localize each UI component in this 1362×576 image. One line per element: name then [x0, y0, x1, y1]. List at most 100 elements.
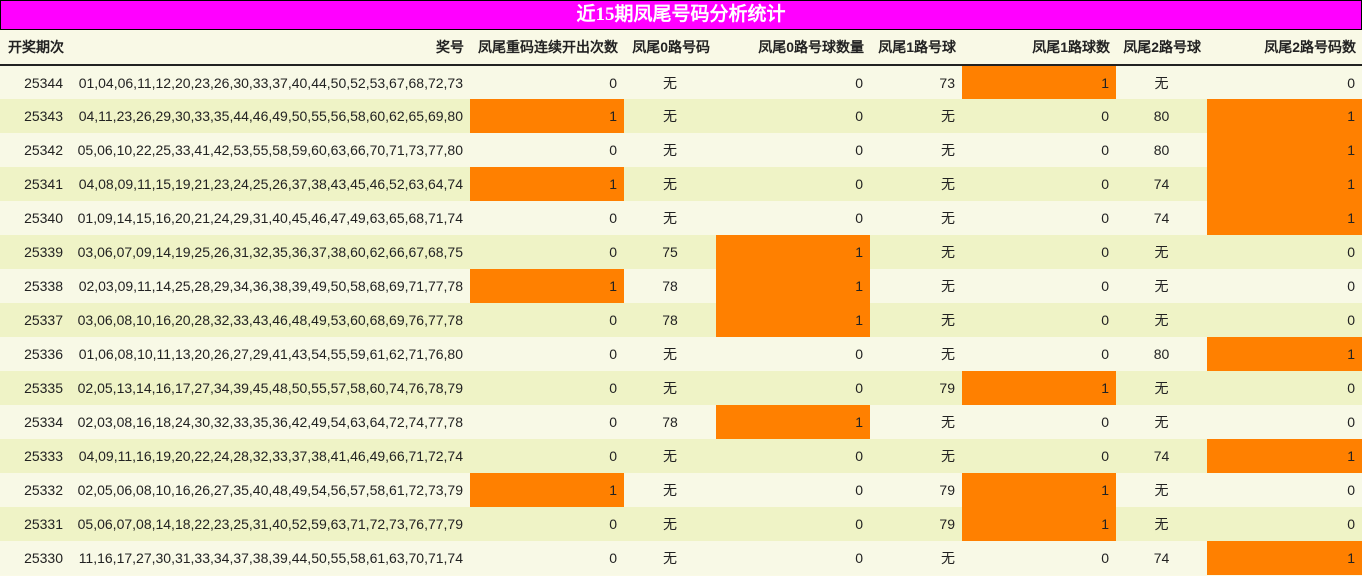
cell-numbers: 02,03,08,16,18,24,30,32,33,35,36,42,49,5…: [77, 414, 463, 430]
page-title: 近15期凤尾号码分析统计: [0, 0, 1362, 30]
cell-numbers: 01,04,06,11,12,20,23,26,30,33,37,40,44,5…: [78, 74, 463, 91]
cell-route1-count: 1: [962, 371, 1116, 405]
cell-numbers: 02,03,09,11,14,25,28,29,34,36,38,39,49,5…: [78, 278, 463, 294]
cell-route2-numbers: 74: [1153, 176, 1170, 192]
cell-numbers: 01,06,08,10,11,13,20,26,27,29,41,43,54,5…: [78, 346, 463, 362]
header-route0-numbers: 凤尾0路号码: [624, 30, 716, 66]
table-row: 25339 03,06,07,09,14,19,25,26,31,32,35,36…: [0, 235, 1362, 269]
cell-route2-numbers: 74: [1153, 210, 1170, 226]
cell-route0-count: 0: [855, 74, 863, 91]
cell-route0-count: 1: [716, 269, 870, 303]
cell-route0-count: 0: [855, 482, 863, 498]
cell-period: 25341: [24, 176, 63, 192]
cell-route2-numbers: 74: [1153, 448, 1170, 464]
cell-repeat-count: 1: [470, 167, 624, 201]
cell-numbers: 03,06,08,10,16,20,28,32,33,43,46,48,49,5…: [77, 312, 463, 328]
cell-period: 25330: [24, 550, 63, 566]
cell-repeat-count: 0: [609, 516, 617, 532]
cell-route1-count: 0: [1101, 346, 1109, 362]
cell-route1-numbers: 79: [939, 482, 955, 498]
cell-period: 25337: [24, 312, 63, 328]
cell-route2-count: 1: [1207, 99, 1362, 133]
cell-route2-numbers: 无: [1154, 74, 1169, 91]
cell-route1-count: 0: [1101, 448, 1109, 464]
table-row: 25336 01,06,08,10,11,13,20,26,27,29,41,43…: [0, 337, 1362, 371]
cell-period: 25335: [24, 380, 63, 396]
table-row: 25337 03,06,08,10,16,20,28,32,33,43,46,48…: [0, 303, 1362, 337]
cell-route1-numbers: 79: [939, 380, 955, 396]
table-row: 25334 02,03,08,16,18,24,30,32,33,35,36,42…: [0, 405, 1362, 439]
cell-repeat-count: 0: [609, 312, 617, 328]
cell-route1-numbers: 无: [941, 278, 955, 294]
cell-numbers: 02,05,06,08,10,16,26,27,35,40,48,49,54,5…: [77, 482, 463, 498]
cell-period: 25343: [24, 108, 63, 124]
cell-numbers: 11,16,17,27,30,31,33,34,37,38,39,44,50,5…: [78, 550, 463, 566]
cell-repeat-count: 1: [470, 99, 624, 133]
cell-route1-count: 1: [962, 507, 1116, 541]
cell-period: 25334: [24, 414, 63, 430]
cell-route2-count: 0: [1347, 482, 1355, 498]
cell-repeat-count: 1: [470, 473, 624, 507]
cell-route2-count: 1: [1207, 337, 1362, 371]
cell-route2-count: 1: [1207, 167, 1362, 201]
cell-route2-count: 0: [1347, 278, 1355, 294]
cell-route2-numbers: 无: [1154, 482, 1169, 498]
cell-route0-numbers: 无: [663, 74, 677, 91]
cell-route1-numbers: 无: [941, 312, 955, 328]
cell-period: 25336: [24, 346, 63, 362]
cell-period: 25332: [24, 482, 63, 498]
cell-route1-numbers: 无: [941, 448, 955, 464]
header-repeat-count: 凤尾重码连续开出次数: [470, 30, 624, 66]
cell-route0-numbers: 无: [663, 448, 677, 464]
cell-numbers: 05,06,07,08,14,18,22,23,25,31,40,52,59,6…: [77, 516, 463, 532]
cell-route0-numbers: 无: [663, 108, 677, 124]
cell-route0-numbers: 无: [663, 346, 677, 362]
table-row: 25338 02,03,09,11,14,25,28,29,34,36,38,39…: [0, 269, 1362, 303]
table-row: 25343 04,11,23,26,29,30,33,35,44,46,49,50…: [0, 99, 1362, 133]
cell-numbers: 03,06,07,09,14,19,25,26,31,32,35,36,37,3…: [77, 244, 463, 260]
cell-repeat-count: 1: [470, 269, 624, 303]
cell-period: 25344: [24, 74, 63, 91]
cell-route2-numbers: 无: [1154, 516, 1169, 532]
cell-route2-numbers: 无: [1154, 414, 1169, 430]
cell-route1-count: 0: [1101, 108, 1109, 124]
cell-route0-count: 0: [855, 516, 863, 532]
cell-route1-numbers: 无: [941, 550, 955, 566]
cell-route1-numbers: 无: [941, 414, 955, 430]
cell-route2-count: 0: [1347, 312, 1355, 328]
cell-route1-count: 0: [1101, 278, 1109, 294]
table-row: 25342 05,06,10,22,25,33,41,42,53,55,58,59…: [0, 133, 1362, 167]
cell-route1-numbers: 无: [941, 210, 955, 226]
cell-route2-count: 1: [1207, 439, 1362, 473]
table-row: 25333 04,09,11,16,19,20,22,24,28,32,33,37…: [0, 439, 1362, 473]
cell-repeat-count: 0: [609, 414, 617, 430]
cell-route0-count: 0: [855, 142, 863, 158]
cell-route1-count: 0: [1101, 244, 1109, 260]
cell-route0-numbers: 无: [663, 210, 677, 226]
cell-numbers: 05,06,10,22,25,33,41,42,53,55,58,59,60,6…: [77, 142, 463, 158]
cell-numbers: 04,09,11,16,19,20,22,24,28,32,33,37,38,4…: [78, 448, 463, 464]
cell-period: 25340: [24, 210, 63, 226]
cell-route2-count: 1: [1207, 201, 1362, 235]
cell-period: 25338: [24, 278, 63, 294]
cell-route2-numbers: 无: [1154, 312, 1169, 328]
cell-route0-count: 1: [716, 235, 870, 269]
cell-route1-numbers: 79: [939, 516, 955, 532]
cell-route1-numbers: 无: [941, 176, 955, 192]
cell-route2-count: 0: [1347, 74, 1355, 91]
cell-route0-count: 1: [716, 303, 870, 337]
cell-route2-numbers: 80: [1153, 142, 1170, 158]
table-row: 25331 05,06,07,08,14,18,22,23,25,31,40,52…: [0, 507, 1362, 541]
header-route1-count: 凤尾1路球数: [962, 30, 1116, 66]
table-header-row: 开奖期次 奖号 凤尾重码连续开出次数 凤尾0路号码 凤尾0路号球数量 凤尾1路号…: [0, 30, 1362, 66]
header-route2-count: 凤尾2路号码数: [1207, 30, 1362, 66]
cell-route2-count: 1: [1207, 133, 1362, 167]
cell-route0-numbers: 无: [663, 176, 677, 192]
header-route1-numbers: 凤尾1路号球: [870, 30, 962, 66]
cell-period: 25331: [24, 516, 63, 532]
cell-route0-numbers: 78: [662, 278, 678, 294]
table-row: 25341 04,08,09,11,15,19,21,23,24,25,26,37…: [0, 167, 1362, 201]
cell-route2-count: 1: [1207, 541, 1362, 575]
cell-route2-numbers: 无: [1154, 244, 1169, 260]
